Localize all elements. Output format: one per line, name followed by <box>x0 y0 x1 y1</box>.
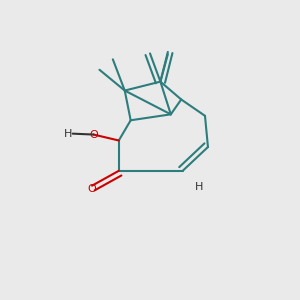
Text: H: H <box>64 129 73 139</box>
Text: H: H <box>195 182 203 192</box>
Text: O: O <box>88 184 96 194</box>
Text: O: O <box>89 130 98 140</box>
